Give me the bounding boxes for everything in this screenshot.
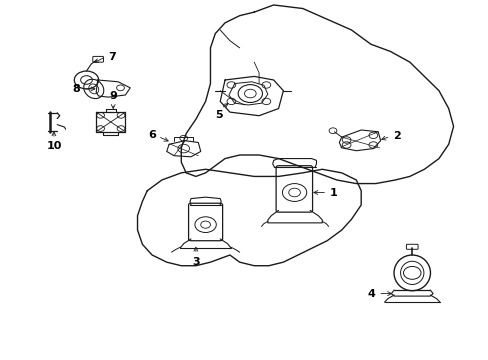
Text: 1: 1 [329,188,337,198]
Text: 10: 10 [46,141,61,152]
Text: 7: 7 [108,52,116,62]
Text: 6: 6 [148,130,156,140]
Text: 2: 2 [392,131,400,141]
Text: 8: 8 [72,84,80,94]
Text: 9: 9 [109,91,117,102]
Text: 5: 5 [215,111,223,120]
Text: 3: 3 [192,257,199,267]
Text: 4: 4 [367,289,375,298]
